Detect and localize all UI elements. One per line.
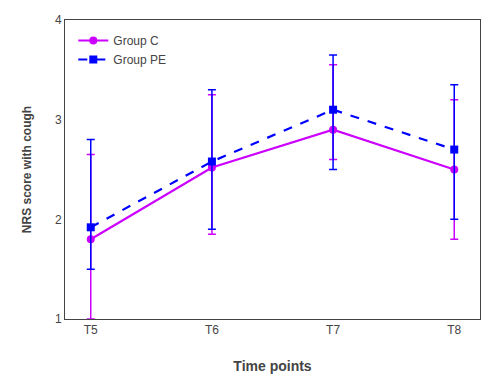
svg-text:1: 1 — [55, 312, 62, 326]
svg-text:T8: T8 — [447, 323, 461, 337]
svg-text:2: 2 — [55, 213, 62, 227]
svg-text:NRS score with cough: NRS score with cough — [20, 106, 34, 233]
svg-text:T6: T6 — [205, 323, 219, 337]
svg-text:Time points: Time points — [233, 358, 312, 374]
svg-text:T5: T5 — [84, 323, 98, 337]
svg-text:4: 4 — [55, 13, 62, 27]
svg-text:3: 3 — [55, 113, 62, 127]
svg-text:Group C: Group C — [113, 34, 159, 48]
svg-text:T7: T7 — [326, 323, 340, 337]
svg-text:Group PE: Group PE — [113, 53, 166, 67]
